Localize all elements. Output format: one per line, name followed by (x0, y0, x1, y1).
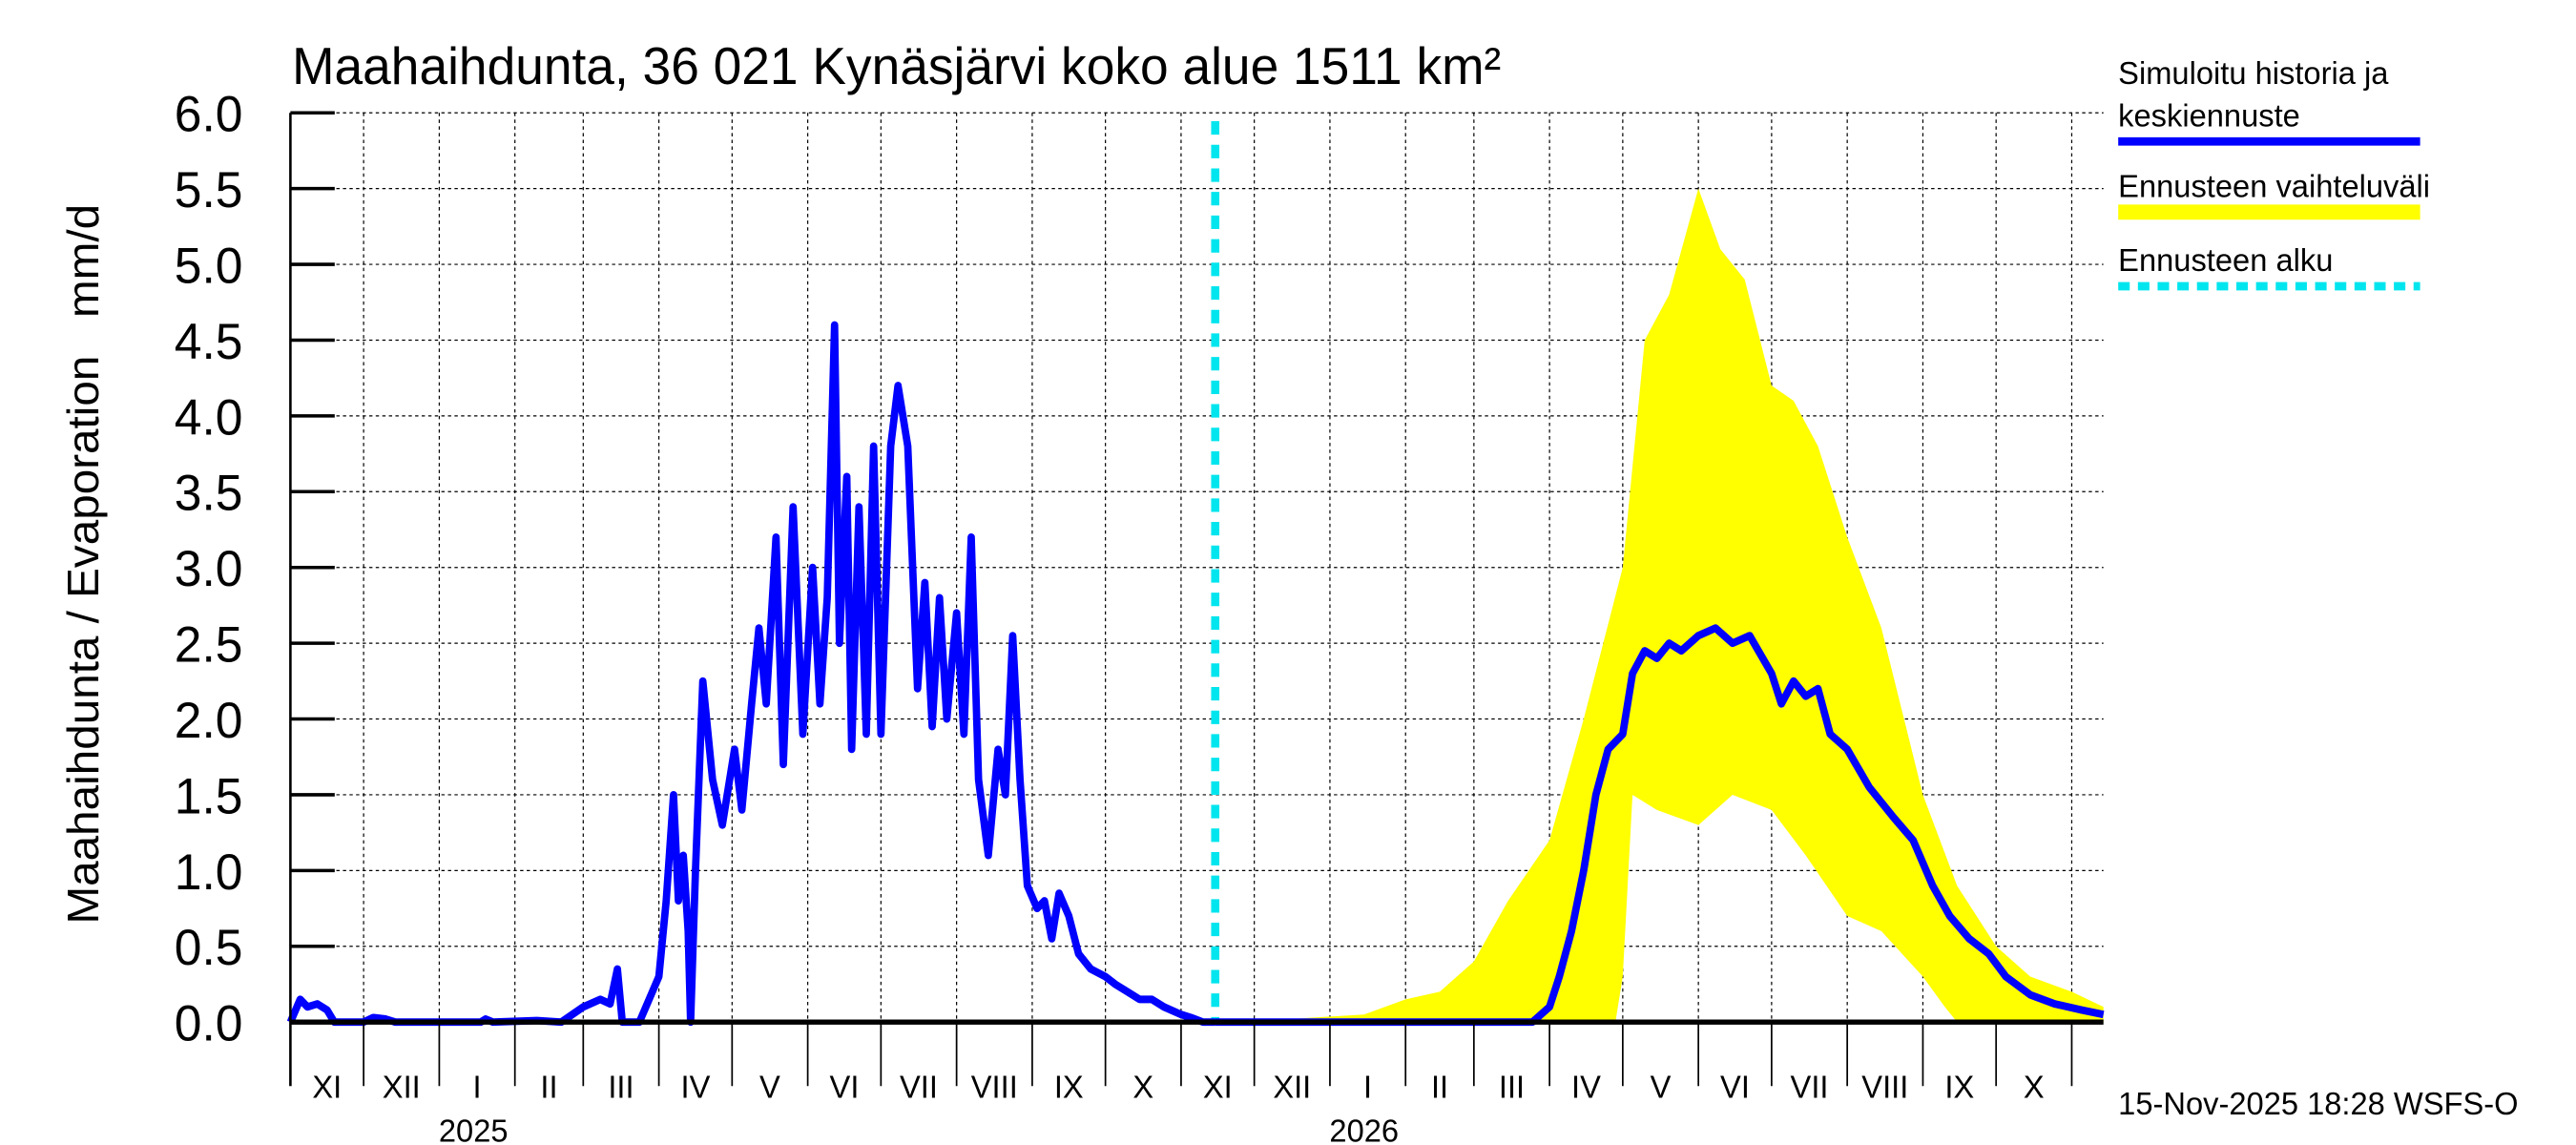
y-tick-label: 1.5 (175, 769, 243, 825)
month-label: XI (1203, 1070, 1233, 1105)
month-label: VII (900, 1070, 938, 1105)
month-label: VI (1720, 1070, 1750, 1105)
median-line (1215, 624, 2105, 1027)
month-label: V (1651, 1070, 1672, 1105)
month-label: IV (681, 1070, 711, 1105)
month-label: XII (1273, 1070, 1311, 1105)
y-axis-label: Maahaihdunta / Evaporation mm/d (58, 204, 108, 925)
y-tick-label: 2.5 (175, 617, 243, 674)
history-line (286, 321, 1215, 1027)
legend-history-label-2: keskiennuste (2118, 98, 2300, 134)
month-label: II (540, 1070, 557, 1105)
year-label: 2026 (1329, 1114, 1399, 1145)
month-label: III (608, 1070, 634, 1105)
month-label: XII (383, 1070, 421, 1105)
forecast-range-area (1215, 188, 2104, 1023)
y-tick-label: 6.0 (175, 87, 243, 143)
legend-history-label-1: Simuloitu historia ja (2118, 56, 2389, 92)
y-tick-label: 3.5 (175, 466, 243, 522)
month-label: VI (830, 1070, 860, 1105)
y-tick-label: 4.0 (175, 390, 243, 447)
month-label: VIII (971, 1070, 1018, 1105)
year-label: 2025 (439, 1114, 509, 1145)
month-label: III (1499, 1070, 1525, 1105)
y-tick-label: 5.5 (175, 162, 243, 219)
timestamp: 15-Nov-2025 18:28 WSFS-O (2118, 1087, 2518, 1122)
y-tick-label: 0.5 (175, 921, 243, 977)
month-label: IX (1054, 1070, 1084, 1105)
month-label: XI (312, 1070, 342, 1105)
y-tick-label: 3.0 (175, 542, 243, 598)
forecast-band (1215, 188, 2104, 1023)
month-label: IX (1944, 1070, 1974, 1105)
axes: 0.0 0.5 1.0 1.5 2.0 2.5 3.0 3.5 4.0 4.5 5.0 5.5 6.0 X… (175, 87, 2104, 1145)
legend: Simuloitu historia ja keskiennuste Ennus… (2118, 56, 2430, 291)
legend-forecast-start-label: Ennusteen alku (2118, 243, 2333, 279)
month-label: X (2024, 1070, 2045, 1105)
month-label: VIII (1861, 1070, 1908, 1105)
month-label: IV (1571, 1070, 1601, 1105)
y-tick-label: 1.0 (175, 844, 243, 901)
month-label: V (759, 1070, 780, 1105)
y-tick-label: 2.0 (175, 693, 243, 749)
y-tick-label: 0.0 (175, 996, 243, 1052)
y-tick-label: 5.0 (175, 239, 243, 295)
month-label: X (1132, 1070, 1153, 1105)
series-lines (286, 121, 2105, 1027)
month-label: VII (1791, 1070, 1829, 1105)
month-label: II (1431, 1070, 1448, 1105)
legend-band-label: Ennusteen vaihteluväli (2118, 169, 2430, 204)
chart-title: Maahaihdunta, 36 021 Kynäsjärvi koko alu… (292, 38, 1501, 96)
grid (290, 112, 2104, 1023)
month-label: I (473, 1070, 482, 1105)
y-tick-label: 4.5 (175, 314, 243, 370)
month-label: I (1363, 1070, 1372, 1105)
